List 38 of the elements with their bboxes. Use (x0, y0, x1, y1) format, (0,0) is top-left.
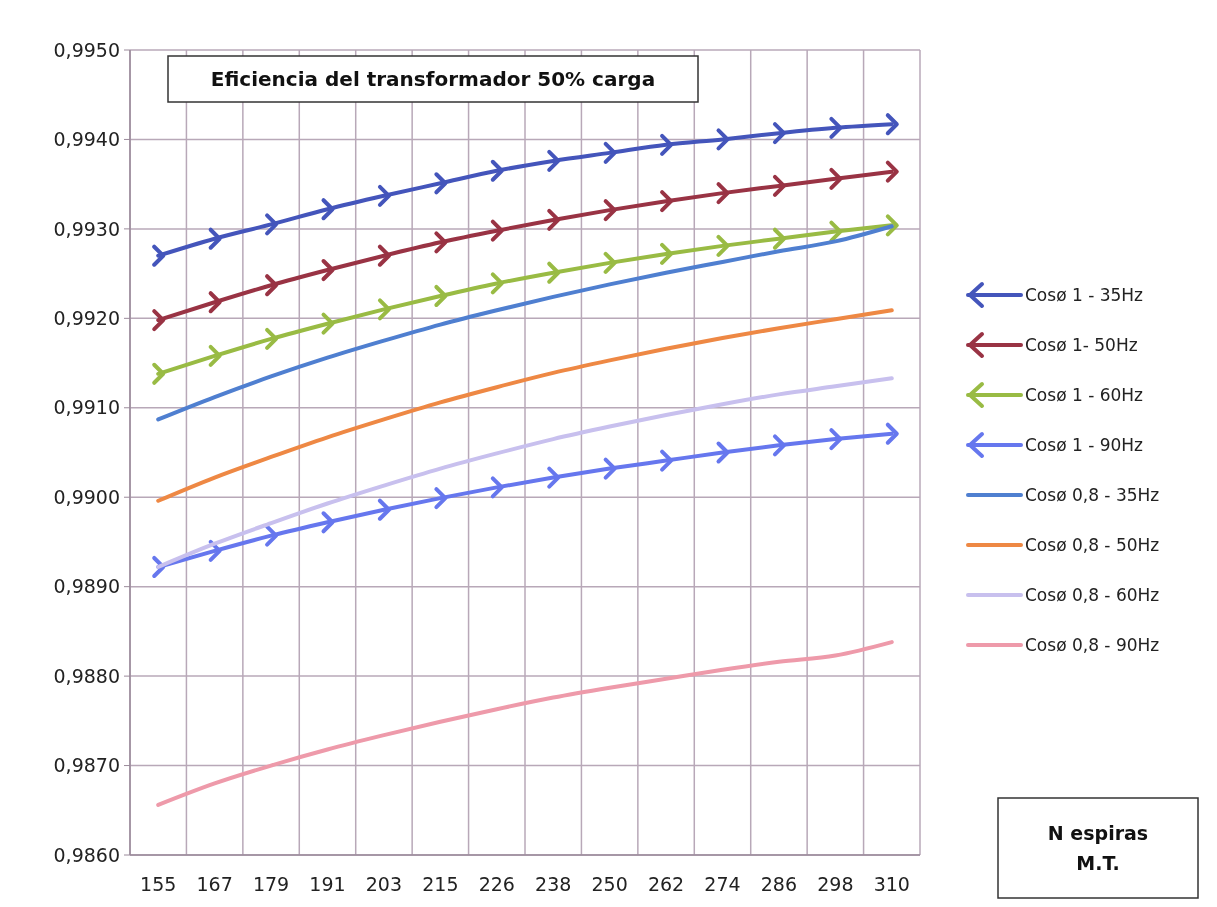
y-tick-label: 0,9940 (53, 128, 120, 151)
x-tick-label: 310 (873, 873, 910, 895)
y-tick-label: 0,9950 (53, 38, 120, 61)
x-tick-label: 286 (760, 873, 798, 895)
x-tick-label: 226 (478, 873, 515, 895)
legend-label: Cosø 0,8 - 35Hz (1025, 484, 1160, 505)
legend-label: Cosø 1 - 35Hz (1025, 284, 1144, 305)
legend-label: Cosø 0,8 - 60Hz (1025, 584, 1160, 605)
y-tick-label: 0,9880 (53, 664, 120, 687)
x-tick-label: 203 (365, 873, 403, 895)
legend-label: Cosø 1 - 90Hz (1025, 434, 1144, 455)
line-series (156, 224, 894, 422)
x-tick-label: 155 (140, 873, 177, 895)
x-tick-label: 167 (196, 873, 233, 895)
x-tick-label: 179 (252, 873, 290, 895)
text: Eficiencia del transformador 50% carga (210, 67, 656, 91)
legend-label: Cosø 1 - 60Hz (1025, 384, 1144, 405)
legend-label: Cosø 1- 50Hz (1025, 334, 1138, 355)
y-tick-label: 0,9870 (53, 754, 120, 777)
line-series (156, 376, 894, 569)
x-tick-label: 191 (309, 873, 346, 895)
y-tick-label: 0,9860 (53, 843, 120, 866)
legend-label: Cosø 0,8 - 90Hz (1025, 634, 1160, 655)
y-tick-label: 0,9920 (53, 306, 120, 329)
legend-label: Cosø 0,8 - 50Hz (1025, 534, 1160, 555)
x-tick-label: 262 (647, 873, 685, 895)
y-tick-label: 0,9900 (53, 485, 120, 508)
x-tick-label: 215 (422, 873, 459, 895)
x-tick-label: 274 (704, 873, 741, 895)
y-tick-label: 0,9930 (53, 217, 120, 240)
text: N espiras M.T. (1047, 821, 1149, 874)
x-tick-label: 298 (817, 873, 854, 895)
line-series (156, 640, 894, 807)
y-tick-label: 0,9910 (53, 396, 120, 419)
y-tick-label: 0,9890 (53, 575, 120, 598)
line-series (156, 308, 894, 503)
x-tick-label: 250 (591, 873, 628, 895)
x-tick-label: 238 (535, 873, 572, 895)
